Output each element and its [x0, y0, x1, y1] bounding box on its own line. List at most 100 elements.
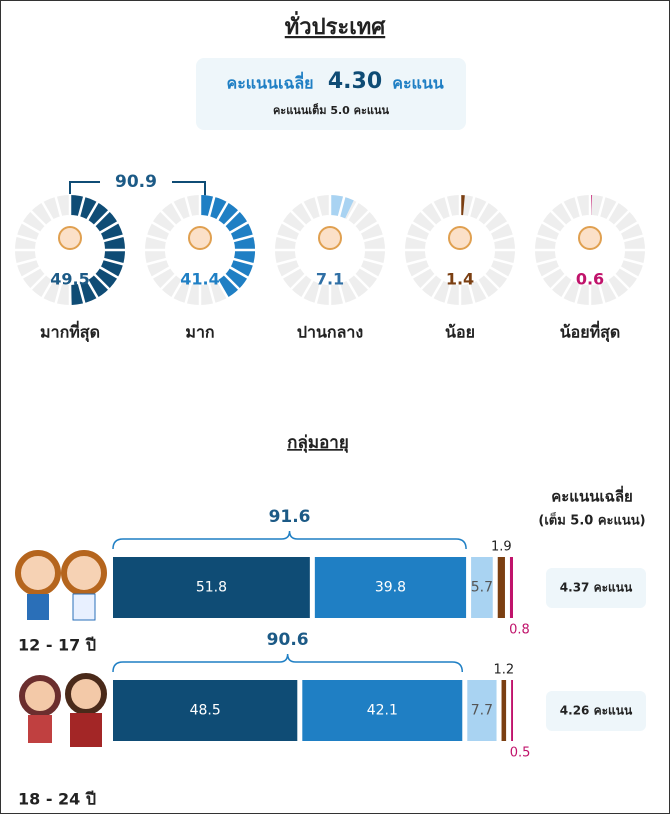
ring-separator [483, 209, 501, 227]
teens-illustration [19, 673, 107, 747]
ring-separator [467, 195, 476, 218]
group-score: 4.26 คะแนน [560, 704, 633, 718]
score-box [546, 691, 646, 731]
ring-separator [475, 200, 490, 222]
ring-separator [358, 265, 380, 280]
level-value: 0.6 [576, 270, 604, 289]
ring-separator [492, 257, 515, 266]
ring-separator [540, 265, 562, 280]
ring-separator [535, 257, 558, 266]
ring-separator [280, 220, 302, 235]
ring-separator [280, 265, 302, 280]
score-box [196, 58, 466, 130]
score-box [546, 568, 646, 608]
ring-separator [358, 220, 380, 235]
bar-label: 0.5 [510, 746, 531, 761]
kids-illustration [15, 550, 107, 621]
ring-separator [102, 257, 125, 266]
bar-segment [467, 680, 497, 741]
ring-separator [345, 278, 360, 300]
ring-separator [300, 278, 315, 300]
ring-separator [549, 209, 567, 227]
ring-separator [444, 195, 453, 218]
ring-separator [419, 209, 437, 227]
ring-separator [184, 282, 193, 305]
ring-separator [54, 195, 63, 218]
ring-separator [215, 200, 230, 222]
face [578, 226, 602, 250]
ring-separator [29, 273, 47, 291]
ring-separator [475, 278, 490, 300]
ring-separator [345, 200, 360, 222]
ring-separator [20, 220, 42, 235]
ring-separator [223, 209, 241, 227]
score-label: คะแนนเฉลี่ย [226, 72, 313, 93]
ring-separator [488, 265, 510, 280]
level-name: มากที่สุด [40, 321, 100, 343]
ring-separator [29, 209, 47, 227]
bar-label: 7.7 [471, 703, 493, 719]
ring-separator [353, 273, 371, 291]
ring-separator [605, 200, 620, 222]
ring-separator [618, 220, 640, 235]
ring-separator [20, 265, 42, 280]
bar-segment [113, 680, 298, 741]
ring-separator [488, 220, 510, 235]
ring-separator [207, 282, 216, 305]
ring-separator [228, 265, 250, 280]
level-value: 7.1 [316, 270, 344, 289]
level-name: น้อยที่สุด [560, 321, 621, 343]
ring-separator [314, 282, 323, 305]
ring-separator [410, 265, 432, 280]
group-label: 18 - 24 ปี [18, 790, 96, 809]
ring-separator [145, 257, 168, 266]
score-value: 4.30 [328, 69, 382, 94]
ring-separator [613, 273, 631, 291]
ring-separator [410, 220, 432, 235]
ring-separator [314, 195, 323, 218]
group-label: 12 - 17 ปี [18, 636, 96, 655]
bar-segment [511, 680, 513, 741]
ring-separator [15, 234, 38, 243]
bar-label: 1.2 [493, 663, 514, 678]
ring-separator [207, 195, 216, 218]
ring-separator [159, 273, 177, 291]
ring-separator [483, 273, 501, 291]
ring-separator [232, 234, 255, 243]
bar-label: 1.9 [491, 540, 512, 555]
ring-separator [444, 282, 453, 305]
ring-separator [419, 273, 437, 291]
ring-separator [622, 234, 645, 243]
score-note: คะแนนเต็ม 5.0 คะแนน [273, 103, 390, 117]
ring-separator [353, 209, 371, 227]
ring-separator [430, 200, 445, 222]
ring-separator [605, 278, 620, 300]
title: ทั่วประเทศ [285, 10, 386, 40]
bar-segment [314, 557, 467, 618]
group-score: 4.37 คะแนน [560, 581, 633, 595]
ring-separator [535, 234, 558, 243]
ring-separator [150, 265, 172, 280]
ring-separator [430, 278, 445, 300]
ring-separator [560, 278, 575, 300]
ring-separator [93, 273, 111, 291]
bar-segment [471, 557, 493, 618]
ring-separator [85, 278, 100, 300]
combined-brace [112, 530, 467, 550]
ring-separator [98, 265, 120, 280]
ring-separator [77, 282, 86, 305]
bar-segment [302, 680, 463, 741]
level-value: 41.4 [180, 270, 219, 289]
ring-separator [618, 265, 640, 280]
ring-separator [362, 257, 385, 266]
ring-separator [170, 200, 185, 222]
ring-separator [215, 278, 230, 300]
combined-value: 90.9 [115, 172, 157, 192]
ring-separator [467, 282, 476, 305]
ring-separator [597, 195, 606, 218]
ring-separator [560, 200, 575, 222]
ring-separator [228, 220, 250, 235]
ring-separator [184, 195, 193, 218]
bar-segment [501, 680, 507, 741]
face [188, 226, 212, 250]
